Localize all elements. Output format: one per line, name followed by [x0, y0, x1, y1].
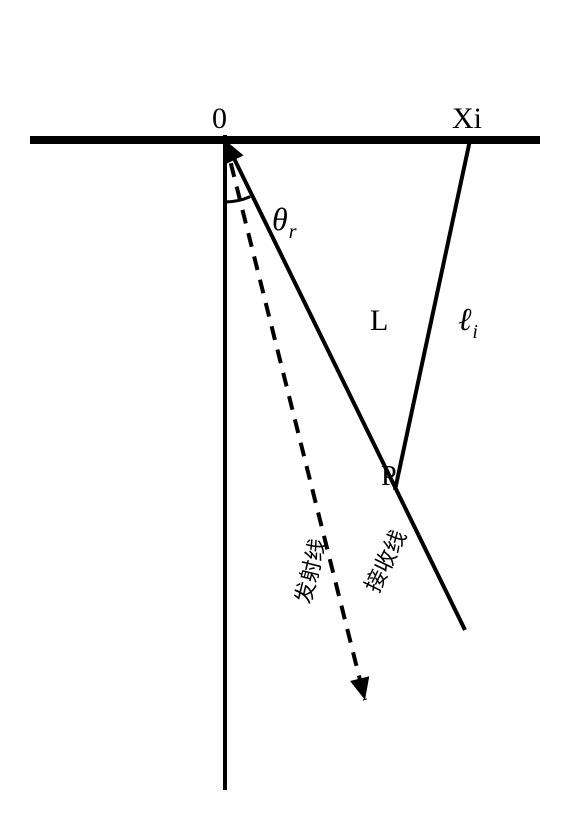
label-P: P: [381, 461, 397, 492]
label-O: 0: [212, 102, 227, 135]
label-receive: 接收线: [360, 526, 411, 596]
label-Xi: Xi: [452, 102, 482, 135]
label-li: ℓi: [458, 301, 478, 343]
label-emit: 发射线: [291, 536, 331, 606]
geometry-diagram: 0 Xi θr L ℓi P 发射线 接收线: [0, 0, 567, 839]
arrowhead-emit: [350, 676, 369, 700]
label-L: L: [370, 304, 388, 337]
label-theta-r: θr: [272, 201, 297, 243]
receive-line: [225, 140, 465, 630]
